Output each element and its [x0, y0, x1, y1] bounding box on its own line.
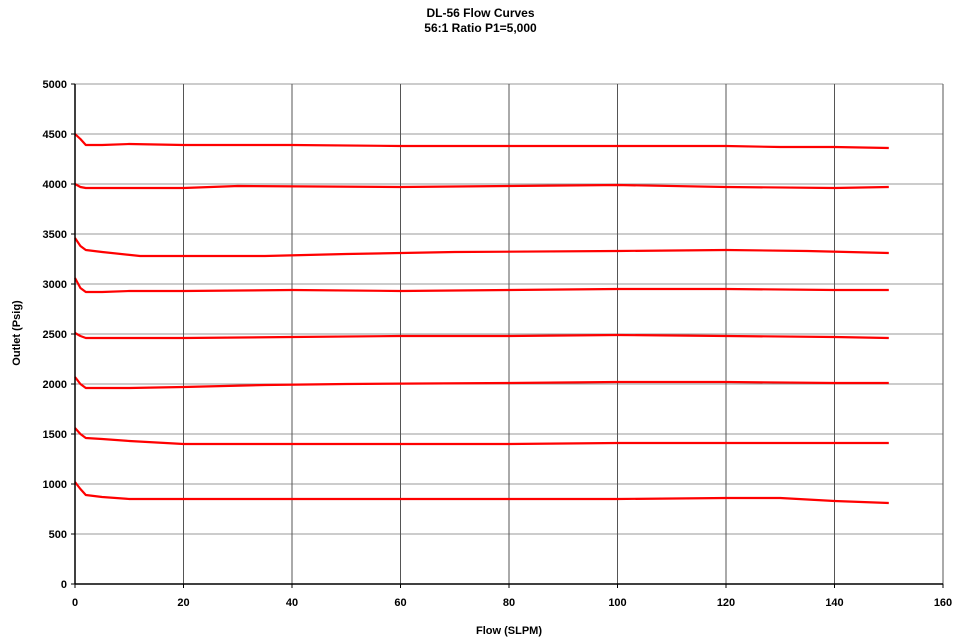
x-axis-label: Flow (SLPM) — [476, 625, 542, 637]
series-line-2 — [74, 183, 889, 190]
series-line-1 — [74, 133, 889, 150]
x-tick-label: 20 — [177, 597, 189, 609]
chart-title-block: DL-56 Flow Curves 56:1 Ratio P1=5,000 — [0, 6, 961, 36]
y-tick-label: 4500 — [43, 129, 67, 141]
y-tick-label: 1000 — [43, 479, 67, 491]
y-tick-label: 5000 — [43, 79, 67, 91]
x-tick-label: 120 — [717, 597, 735, 609]
y-tick-label: 3500 — [43, 229, 67, 241]
series-layer — [74, 133, 889, 505]
y-tick-label: 2500 — [43, 329, 67, 341]
series-line-3 — [74, 237, 889, 258]
y-tick-label: 500 — [49, 529, 67, 541]
series-line-4 — [74, 277, 889, 294]
grid — [75, 83, 944, 584]
x-tick-label: 160 — [934, 597, 952, 609]
chart-title: DL-56 Flow Curves — [426, 6, 535, 20]
y-tick-label: 0 — [61, 579, 67, 591]
series-line-6 — [74, 376, 889, 390]
y-axis-label: Outlet (Psig) — [11, 300, 23, 366]
x-tick-label: 60 — [394, 597, 406, 609]
x-tick-label: 100 — [608, 597, 626, 609]
series-line-8 — [74, 481, 889, 505]
x-tick-label: 0 — [72, 597, 78, 609]
y-tick-label: 4000 — [43, 179, 67, 191]
series-line-7 — [74, 427, 889, 446]
y-tick-label: 2000 — [43, 379, 67, 391]
series-line-5 — [74, 332, 889, 340]
tick-labels: 0500100015002000250030003500400045005000… — [43, 79, 953, 609]
axes — [71, 83, 944, 588]
x-tick-label: 40 — [286, 597, 298, 609]
y-tick-label: 1500 — [43, 429, 67, 441]
y-tick-label: 3000 — [43, 279, 67, 291]
x-tick-label: 140 — [825, 597, 843, 609]
x-tick-label: 80 — [503, 597, 515, 609]
chart-subtitle: 56:1 Ratio P1=5,000 — [424, 21, 537, 35]
